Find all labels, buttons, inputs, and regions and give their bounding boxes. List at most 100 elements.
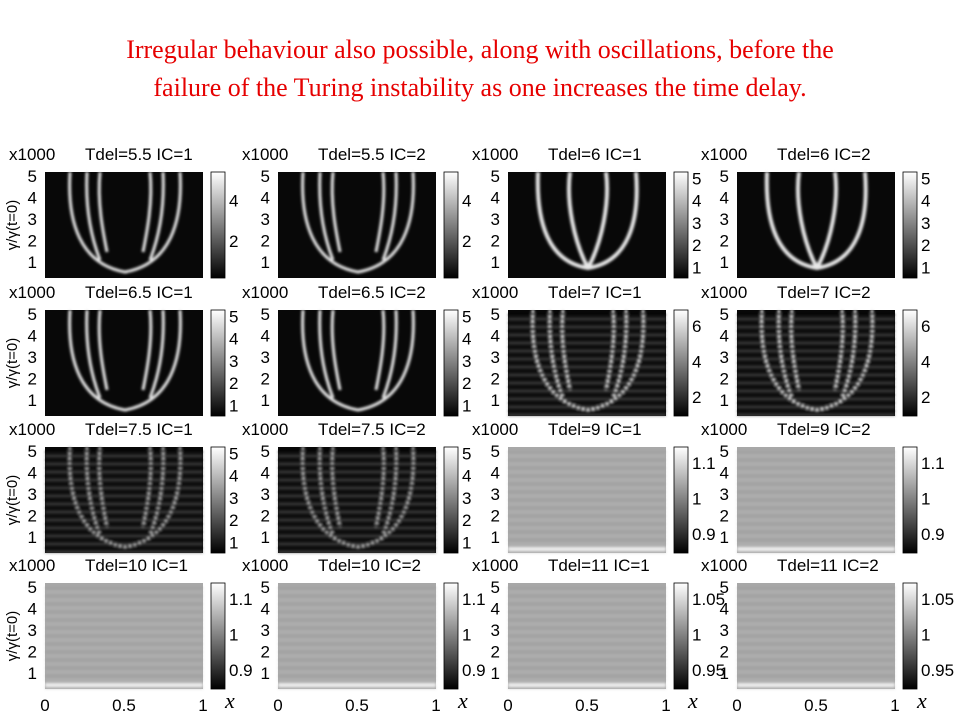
stripe [508, 599, 666, 601]
scale-label: x1000 [701, 145, 747, 164]
colorbar-tick: 4 [462, 192, 471, 211]
stripe [278, 519, 436, 521]
stripe [508, 507, 666, 509]
stripe [508, 318, 666, 320]
stripe [737, 479, 895, 481]
panel: x1000 Tdel=5.5 IC=1 4 2 5 4 3 2 1 γ/γ(t=0) [4, 145, 238, 279]
stripe [278, 543, 436, 545]
stripe [278, 595, 436, 597]
stripe [45, 507, 203, 509]
stripe [737, 591, 895, 593]
y-tick: 3 [491, 210, 500, 229]
y-tick: 1 [28, 253, 37, 272]
stripe [45, 655, 203, 657]
stripe [737, 487, 895, 489]
stripe [737, 475, 895, 477]
y-tick: 5 [28, 167, 37, 186]
stripe [278, 607, 436, 609]
colorbar-tick: 3 [229, 489, 238, 508]
x-tick: 0.5 [804, 696, 828, 715]
stripe [737, 515, 895, 517]
bright-curve [148, 309, 165, 399]
stripe [737, 619, 895, 621]
stripe [278, 515, 436, 517]
stripe [278, 479, 436, 481]
stripe [45, 599, 203, 601]
stripe [737, 398, 895, 400]
stripe [508, 390, 666, 392]
heatmap-pattern [301, 171, 415, 274]
stripe [508, 463, 666, 465]
bright-curve [97, 309, 109, 391]
stripe [737, 334, 895, 336]
stripe [508, 402, 666, 404]
y-axis-label: γ/γ(t=0) [4, 611, 21, 661]
colorbar-tick: 3 [462, 489, 471, 508]
colorbar-tick: 0.9 [229, 661, 253, 680]
stripe [508, 515, 666, 517]
title-line: Irregular behaviour also possible, along… [126, 35, 834, 64]
stripe [508, 655, 666, 657]
colorbar-tick: 1 [921, 625, 930, 644]
scale-label: x1000 [9, 420, 55, 439]
x-tick: 0.5 [112, 696, 136, 715]
panel: x1000 Tdel=6 IC=1 5 4 3 2 1 5 4 3 2 1 [472, 145, 701, 279]
panel: x1000 Tdel=6.5 IC=1 5 4 3 2 1 5 4 3 2 1 γ/γ(t=0) [4, 283, 238, 417]
colorbar-tick: 1 [692, 258, 701, 277]
stripe [45, 503, 203, 505]
stripe [737, 342, 895, 344]
panel: x1000 Tdel=10 IC=1 1.1 1 0.9 5 4 3 2 1 γ/γ(t=0) 0 0.… [4, 556, 253, 715]
bright-curve [85, 171, 102, 261]
y-tick: 3 [720, 348, 729, 367]
stripe [508, 551, 666, 553]
stripe [508, 334, 666, 336]
y-tick: 3 [261, 621, 270, 640]
stripe [278, 635, 436, 637]
stripe [508, 619, 666, 621]
bright-curve [586, 171, 610, 269]
panel-label: Tdel=7 IC=1 [548, 283, 642, 302]
stripe [508, 451, 666, 453]
stripe [737, 519, 895, 521]
stripe [508, 591, 666, 593]
stripe [508, 615, 666, 617]
stripe [278, 647, 436, 649]
scale-label: x1000 [701, 420, 747, 439]
x-tick: 1 [890, 696, 899, 715]
stripe [508, 459, 666, 461]
stripe [45, 539, 203, 541]
stripe [45, 535, 203, 537]
y-tick: 2 [491, 370, 500, 389]
stripe [45, 491, 203, 493]
scale-label: x1000 [472, 283, 518, 302]
stripe [737, 491, 895, 493]
bright-curve [148, 446, 165, 536]
heatmap-pattern [737, 309, 895, 416]
x-tick: 1 [431, 696, 440, 715]
stripe [737, 346, 895, 348]
colorbar-tick: 5 [462, 307, 471, 326]
scale-label: x1000 [701, 556, 747, 575]
stripe [278, 451, 436, 453]
stripe [508, 539, 666, 541]
stripe [45, 663, 203, 665]
scale-label: x1000 [242, 145, 288, 164]
y-tick: 1 [720, 391, 729, 410]
stripe [508, 314, 666, 316]
scale-label: x1000 [9, 145, 55, 164]
stripe [45, 531, 203, 533]
stripe [737, 679, 895, 681]
panel-label: Tdel=6 IC=2 [777, 145, 871, 164]
y-tick: 4 [261, 189, 270, 208]
y-tick: 1 [491, 528, 500, 547]
stripe [508, 322, 666, 324]
bright-curve [85, 446, 102, 536]
y-tick: 1 [28, 664, 37, 683]
panel-label: Tdel=5.5 IC=2 [318, 145, 426, 164]
stripe [278, 495, 436, 497]
stripe [737, 414, 895, 416]
stripe [737, 595, 895, 597]
scale-label: x1000 [701, 283, 747, 302]
stripe [45, 463, 203, 465]
